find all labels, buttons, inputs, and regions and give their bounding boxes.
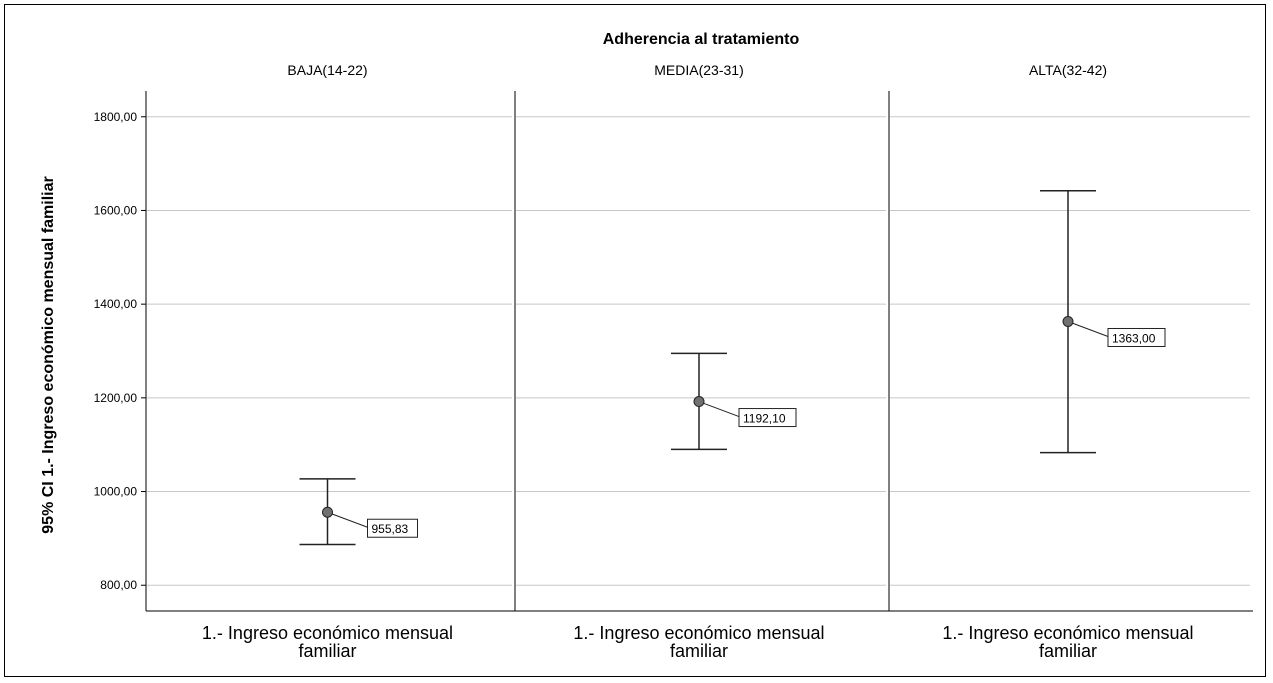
panel-label: BAJA(14-22) bbox=[287, 62, 367, 78]
chart-title: Adherencia al tratamiento bbox=[603, 31, 800, 48]
error-bar-chart: Adherencia al tratamiento 95% CI 1.- Ing… bbox=[40, 31, 1253, 661]
data-label-box bbox=[738, 408, 797, 428]
panel-label: ALTA(32-42) bbox=[1029, 62, 1107, 78]
x-category-label: 1.- Ingreso económico mensual familiar bbox=[573, 623, 824, 661]
y-axis-label: 95% CI 1.- Ingreso económico mensual fam… bbox=[40, 176, 57, 533]
chart-frame: Adherencia al tratamiento 95% CI 1.- Ing… bbox=[4, 4, 1266, 677]
y-tick-label: 800,00 bbox=[100, 578, 137, 592]
label-leader bbox=[698, 401, 740, 418]
x-category-label: 1.- Ingreso económico mensual familiar bbox=[942, 623, 1193, 661]
y-tick-label: 1000,00 bbox=[94, 485, 138, 499]
data-label: 955,83 bbox=[372, 522, 409, 536]
y-tick-label: 1200,00 bbox=[94, 391, 138, 405]
data-label-box bbox=[367, 518, 418, 538]
y-tick-label: 1800,00 bbox=[94, 110, 138, 124]
y-tick-label: 1400,00 bbox=[94, 297, 138, 311]
label-leader bbox=[1067, 321, 1109, 337]
y-tick-label: 1600,00 bbox=[94, 203, 138, 217]
x-category-label: 1.- Ingreso económico mensual familiar bbox=[202, 623, 453, 661]
mean-marker bbox=[693, 396, 705, 408]
label-leader bbox=[327, 511, 368, 528]
data-label: 1363,00 bbox=[1112, 331, 1156, 345]
data-label-box bbox=[1107, 327, 1166, 347]
mean-marker bbox=[1062, 315, 1074, 327]
data-label: 1192,10 bbox=[743, 412, 786, 426]
panel-label: MEDIA(23-31) bbox=[654, 62, 743, 78]
plot-area: 800,00 1000,00 1200,00 1400,00 1600,00 1800,0… bbox=[94, 62, 1253, 661]
mean-marker bbox=[322, 506, 333, 518]
